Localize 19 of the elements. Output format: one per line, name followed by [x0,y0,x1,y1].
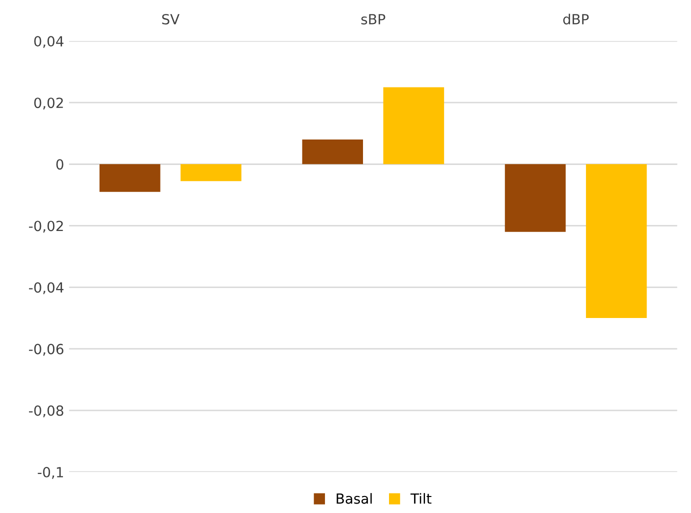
x-tick-label: sBP [361,14,386,24]
bar [586,164,647,318]
legend-label: Tilt [410,493,432,504]
y-tick-label: -0,08 [28,405,64,418]
bar [504,164,566,232]
y-tick-label: -0,06 [28,344,64,356]
y-tick-label: 0 [56,159,64,170]
bar [180,164,242,182]
y-tick-label: -0,02 [28,220,63,233]
y-tick-label: 0,02 [34,98,63,110]
x-tick-label: SV [162,14,180,24]
y-tick-label: -0,04 [28,282,64,294]
y-tick-label: -0,1 [38,466,63,479]
legend-label: Basal [336,493,372,504]
y-tick-label: 0,04 [34,36,64,48]
bar [302,140,364,164]
x-tick-label: dBP [563,14,589,24]
bar [100,164,160,192]
bar [383,87,444,164]
